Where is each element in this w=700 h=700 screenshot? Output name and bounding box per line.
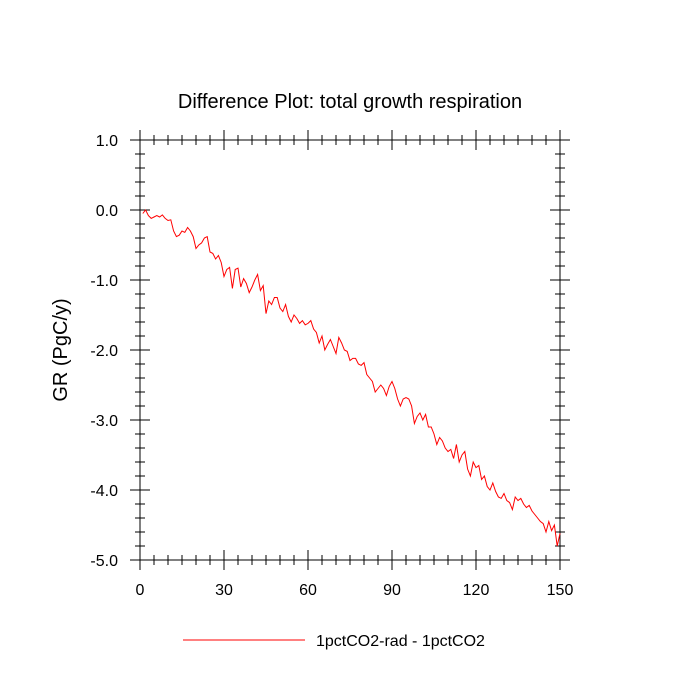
legend-label: 1pctCO2-rad - 1pctCO2 (316, 633, 485, 650)
x-tick-label: 90 (383, 582, 401, 599)
chart-title: Difference Plot: total growth respiratio… (178, 91, 522, 113)
x-tick-label: 150 (547, 582, 574, 599)
y-tick-label: -3.0 (90, 413, 118, 430)
y-tick-label: -1.0 (90, 273, 118, 290)
x-tick-label: 30 (215, 582, 233, 599)
y-tick-label: -2.0 (90, 343, 118, 360)
x-tick-label: 0 (136, 582, 145, 599)
axis-ticks (130, 130, 570, 570)
y-tick-label: 0.0 (96, 203, 118, 220)
plot-frame (139, 139, 561, 561)
x-tick-label: 120 (463, 582, 490, 599)
legend: 1pctCO2-rad - 1pctCO2 (183, 633, 485, 650)
y-tick-label: -5.0 (90, 553, 118, 570)
y-tick-label: -4.0 (90, 483, 118, 500)
axis-tick-labels: 0 30 60 90 120 150 1.0 0.0 -1.0 -2.0 -3.0 -4.0 -5.0 (90, 133, 573, 599)
x-tick-label: 60 (299, 582, 317, 599)
series-group (142, 209, 561, 547)
series-line (142, 209, 561, 547)
y-tick-label: 1.0 (96, 133, 118, 150)
y-axis-label: GR (PgC/y) (50, 298, 72, 401)
